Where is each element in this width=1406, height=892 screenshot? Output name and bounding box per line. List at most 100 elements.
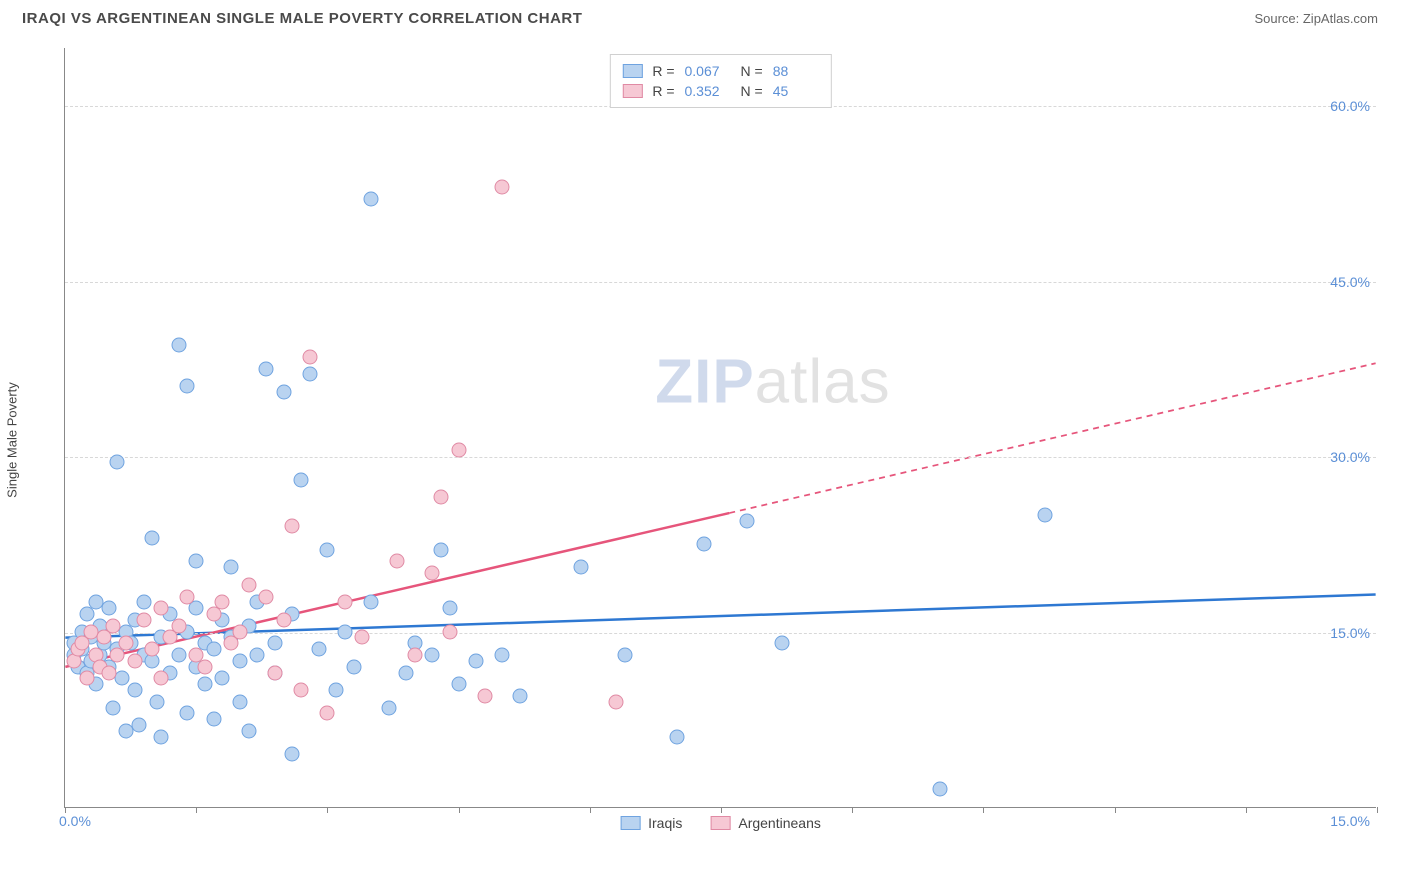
data-point-iraqis (145, 531, 160, 546)
data-point-argentineans (145, 642, 160, 657)
data-point-argentineans (495, 180, 510, 195)
data-point-argentineans (407, 648, 422, 663)
legend-r-label: R = (652, 63, 674, 79)
data-point-argentineans (276, 612, 291, 627)
gridline (65, 457, 1376, 458)
data-point-argentineans (477, 688, 492, 703)
data-point-iraqis (381, 700, 396, 715)
data-point-iraqis (154, 729, 169, 744)
data-point-argentineans (154, 671, 169, 686)
data-point-iraqis (399, 665, 414, 680)
x-end-label: 15.0% (1330, 813, 1370, 829)
legend-swatch (622, 64, 642, 78)
data-point-iraqis (180, 706, 195, 721)
data-point-argentineans (232, 624, 247, 639)
data-point-argentineans (337, 595, 352, 610)
x-tick (459, 807, 460, 813)
data-point-iraqis (495, 648, 510, 663)
legend-n-value: 45 (773, 83, 819, 99)
data-point-iraqis (101, 601, 116, 616)
data-point-iraqis (197, 677, 212, 692)
data-point-argentineans (294, 683, 309, 698)
gridline (65, 633, 1376, 634)
x-tick (721, 807, 722, 813)
y-tick-label: 45.0% (1330, 274, 1370, 290)
data-point-iraqis (127, 683, 142, 698)
data-point-iraqis (132, 718, 147, 733)
data-point-argentineans (425, 566, 440, 581)
data-point-iraqis (311, 642, 326, 657)
data-point-iraqis (434, 542, 449, 557)
legend-swatch (622, 84, 642, 98)
legend-n-label: N = (741, 63, 763, 79)
trend-lines (65, 48, 1376, 807)
data-point-iraqis (670, 729, 685, 744)
data-point-iraqis (171, 338, 186, 353)
data-point-argentineans (609, 694, 624, 709)
data-point-argentineans (154, 601, 169, 616)
chart-container: Single Male Poverty ZIPatlas R =0.067N =… (22, 40, 1384, 840)
data-point-iraqis (224, 560, 239, 575)
y-axis-label: Single Male Poverty (5, 382, 20, 498)
data-point-argentineans (267, 665, 282, 680)
y-tick-label: 60.0% (1330, 98, 1370, 114)
legend-stat-row-argentineans: R =0.352N =45 (622, 81, 818, 101)
data-point-iraqis (442, 601, 457, 616)
legend-n-value: 88 (773, 63, 819, 79)
data-point-iraqis (617, 648, 632, 663)
data-point-iraqis (337, 624, 352, 639)
y-tick-label: 30.0% (1330, 449, 1370, 465)
data-point-iraqis (696, 536, 711, 551)
trend-line-dashed-argentineans (729, 363, 1375, 513)
data-point-argentineans (241, 577, 256, 592)
x-tick (590, 807, 591, 813)
data-point-argentineans (259, 589, 274, 604)
data-point-iraqis (232, 653, 247, 668)
data-point-argentineans (101, 665, 116, 680)
data-point-argentineans (320, 706, 335, 721)
data-point-argentineans (180, 589, 195, 604)
data-point-iraqis (364, 192, 379, 207)
data-point-iraqis (294, 472, 309, 487)
data-point-iraqis (346, 659, 361, 674)
data-point-argentineans (79, 671, 94, 686)
legend-series: Iraqis Argentineans (620, 815, 821, 831)
data-point-iraqis (180, 379, 195, 394)
data-point-argentineans (442, 624, 457, 639)
data-point-iraqis (189, 554, 204, 569)
legend-item-argentineans: Argentineans (710, 815, 821, 831)
data-point-iraqis (206, 642, 221, 657)
data-point-iraqis (106, 700, 121, 715)
data-point-iraqis (241, 724, 256, 739)
data-point-iraqis (276, 384, 291, 399)
y-tick-label: 15.0% (1330, 625, 1370, 641)
legend-series-name: Argentineans (738, 815, 821, 831)
x-origin-label: 0.0% (59, 813, 91, 829)
legend-swatch (620, 816, 640, 830)
legend-r-value: 0.067 (685, 63, 731, 79)
data-point-argentineans (127, 653, 142, 668)
data-point-iraqis (1037, 507, 1052, 522)
data-point-iraqis (740, 513, 755, 528)
data-point-argentineans (355, 630, 370, 645)
source-label: Source: ZipAtlas.com (1254, 11, 1378, 26)
x-tick (852, 807, 853, 813)
x-tick (1115, 807, 1116, 813)
data-point-argentineans (434, 490, 449, 505)
data-point-iraqis (114, 671, 129, 686)
data-point-iraqis (512, 688, 527, 703)
legend-item-iraqis: Iraqis (620, 815, 682, 831)
plot-area: ZIPatlas R =0.067N =88R =0.352N =45 Iraq… (64, 48, 1376, 808)
data-point-iraqis (285, 747, 300, 762)
data-point-iraqis (425, 648, 440, 663)
legend-n-label: N = (741, 83, 763, 99)
data-point-iraqis (320, 542, 335, 557)
data-point-argentineans (119, 636, 134, 651)
data-point-argentineans (197, 659, 212, 674)
x-tick (327, 807, 328, 813)
legend-stat-row-iraqis: R = 0.067 N = 88 (622, 61, 818, 81)
data-point-iraqis (250, 648, 265, 663)
data-point-iraqis (451, 677, 466, 692)
data-point-iraqis (932, 782, 947, 797)
data-point-argentineans (390, 554, 405, 569)
